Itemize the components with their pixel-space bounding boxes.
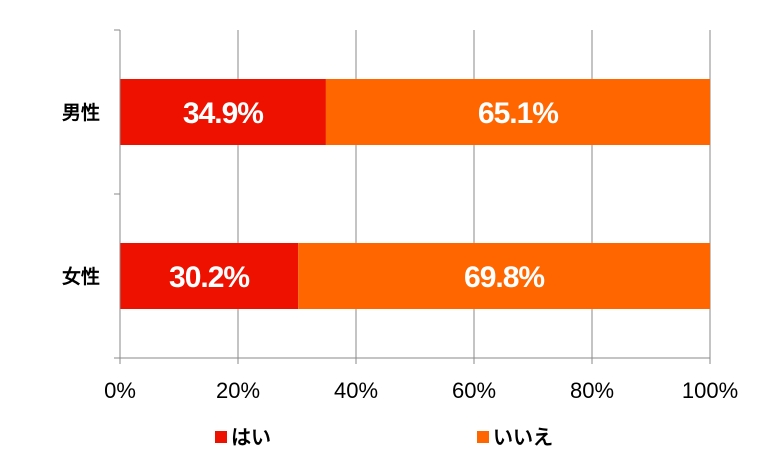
x-tick-label: 40% xyxy=(334,378,378,403)
bars xyxy=(120,79,710,309)
category-label: 男性 xyxy=(62,101,100,124)
legend-swatch xyxy=(215,431,227,443)
bar-segment-yes xyxy=(120,243,299,309)
data-label: 65.1% xyxy=(478,97,558,130)
axes xyxy=(114,29,711,364)
bar-segment-yes xyxy=(120,79,326,145)
x-tick-label: 20% xyxy=(216,378,260,403)
bar-segment-no xyxy=(298,243,710,309)
legend: はい いいえ xyxy=(215,425,553,449)
x-tick-label: 60% xyxy=(452,378,496,403)
x-tick-label: 0% xyxy=(104,378,136,403)
x-tick-label: 100% xyxy=(682,378,738,403)
x-tick-label: 80% xyxy=(570,378,614,403)
legend-swatch xyxy=(477,431,489,443)
legend-label: はい xyxy=(231,425,271,449)
data-labels: 34.9% 65.1% 30.2% 69.8% xyxy=(169,97,559,294)
data-label: 30.2% xyxy=(169,261,249,294)
data-label: 69.8% xyxy=(464,261,544,294)
legend-label: いいえ xyxy=(493,425,553,449)
category-label: 女性 xyxy=(62,265,100,288)
bar-segment-no xyxy=(325,79,710,145)
data-label: 34.9% xyxy=(183,97,263,130)
x-axis-tick-labels: 0% 20% 40% 60% 80% 100% xyxy=(104,378,738,403)
